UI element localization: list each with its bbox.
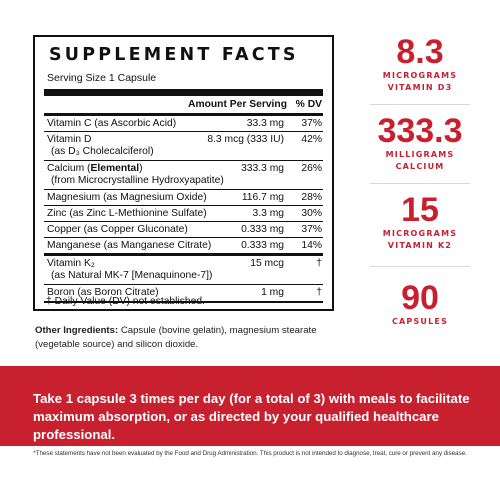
- nutrient-source: (from Microcrystalline Hydroxyapatite): [51, 175, 224, 186]
- nutrient-dv: 30%: [301, 208, 322, 219]
- nutrient-amount: 333.3 mg: [241, 163, 284, 174]
- stat-unit: MILLIGRAMS: [385, 150, 455, 159]
- nutrient-amount: 116.7 mg: [241, 192, 284, 203]
- nutrient-amount: 1 mg: [261, 287, 284, 298]
- stat-value: 333.3: [377, 112, 463, 150]
- nutrient-amount: 15 mcg: [250, 258, 284, 269]
- nutrient-dv: 37%: [301, 118, 322, 129]
- footnote-divider: [44, 301, 323, 303]
- nutrient-name: Copper (as Copper Gluconate): [47, 224, 188, 235]
- nutrient-name: Vitamin K₂: [47, 258, 95, 269]
- nutrient-name: Vitamin C (as Ascorbic Acid): [47, 118, 177, 129]
- nutrient-amount: 8.3 mcg (333 IU): [207, 134, 284, 145]
- nutrient-name: Vitamin D: [47, 134, 92, 145]
- nutrient-amount: 3.3 mg: [252, 208, 284, 219]
- stat-unit: MICROGRAMS: [382, 229, 458, 238]
- other-ingredients: Other Ingredients: Capsule (bovine gelat…: [35, 324, 335, 352]
- nutrient-name: Manganese (as Manganese Citrate): [47, 240, 212, 251]
- directions-banner: [0, 366, 500, 446]
- fda-disclaimer: *These statements have not been evaluate…: [33, 450, 467, 457]
- stat-label: VITAMIN K2: [387, 241, 453, 250]
- stat-divider: [370, 104, 470, 105]
- row-divider: [44, 131, 323, 132]
- stat-calcium: 333.3 MILLIGRAMS CALCIUM: [355, 113, 485, 173]
- nutrient-name: Magnesium (as Magnesium Oxide): [47, 192, 207, 203]
- stat-label: VITAMIN D3: [387, 83, 453, 92]
- other-ingredients-label: Other Ingredients:: [35, 325, 119, 336]
- stat-label: CALCIUM: [395, 162, 445, 171]
- stat-vitamin-k2: 15 MICROGRAMS VITAMIN K2: [355, 192, 485, 252]
- nutrient-dv: †: [316, 258, 322, 269]
- row-divider: [44, 221, 323, 222]
- other-ingredients-text: Capsule (bovine gelatin), magnesium stea…: [35, 325, 317, 350]
- row-divider: [44, 205, 323, 206]
- nutrient-source: (as D₃ Cholecalciferol): [51, 146, 154, 157]
- stat-vitamin-d3: 8.3 MICROGRAMS VITAMIN D3: [355, 34, 485, 94]
- nutrient-name: Zinc (as Zinc L-Methionine Sulfate): [47, 208, 207, 219]
- row-divider: [44, 160, 323, 161]
- nutrient-dv: 26%: [301, 163, 322, 174]
- section-divider: [44, 253, 323, 256]
- row-divider: [44, 237, 323, 238]
- facts-title: SUPPLEMENT FACTS: [49, 45, 299, 65]
- stat-unit: MICROGRAMS: [382, 71, 458, 80]
- nutrient-dv: 37%: [301, 224, 322, 235]
- directions-text: Take 1 capsule 3 times per day (for a to…: [33, 391, 470, 442]
- supplement-facts-panel: SUPPLEMENT FACTS Serving Size 1 Capsule …: [33, 35, 334, 311]
- serving-size: Serving Size 1 Capsule: [47, 72, 157, 84]
- stat-value: 15: [401, 191, 439, 229]
- nutrient-name: Calcium (Elemental): [47, 163, 143, 174]
- stat-unit: CAPSULES: [391, 317, 449, 326]
- header-divider: [44, 113, 323, 116]
- header-dv: % DV: [295, 99, 322, 110]
- stat-divider: [370, 266, 470, 267]
- nutrient-dv: 14%: [301, 240, 322, 251]
- header-amount: Amount Per Serving: [188, 99, 287, 110]
- row-divider: [44, 189, 323, 190]
- stat-divider: [370, 183, 470, 184]
- row-divider: [44, 284, 323, 285]
- nutrient-amount: 0.333 mg: [241, 224, 284, 235]
- nutrient-amount: 0.333 mg: [241, 240, 284, 251]
- thick-divider: [44, 89, 323, 96]
- nutrient-dv: †: [316, 287, 322, 298]
- nutrient-source: (as Natural MK-7 [Menaquinone-7]): [51, 270, 213, 281]
- nutrient-dv: 42%: [301, 134, 322, 145]
- nutrient-name: Boron (as Boron Citrate): [47, 287, 159, 298]
- stat-value: 8.3: [396, 33, 444, 71]
- daily-value-footnote: † Daily Value (DV) not established.: [46, 296, 205, 307]
- stat-capsules: 90 CAPSULES: [355, 280, 485, 328]
- nutrient-amount: 33.3 mg: [246, 118, 284, 129]
- stat-value: 90: [401, 279, 439, 317]
- nutrient-dv: 28%: [301, 192, 322, 203]
